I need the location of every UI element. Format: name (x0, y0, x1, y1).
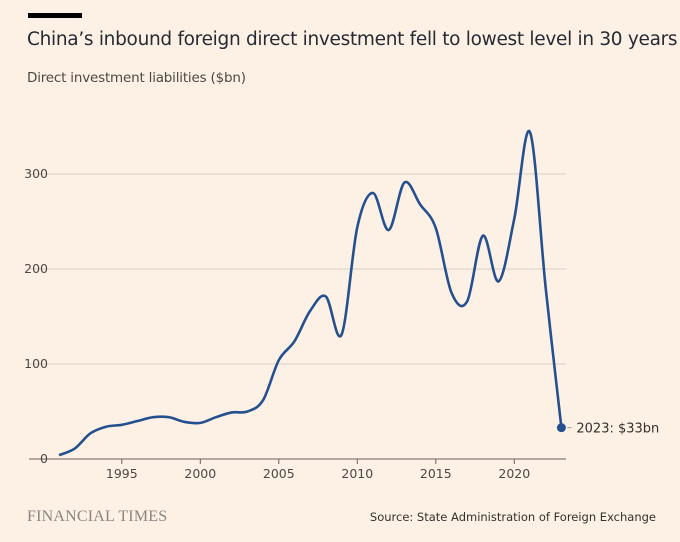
y-tick-label: 300 (24, 166, 48, 181)
x-tick-label: 2000 (184, 466, 216, 481)
x-tick-label: 1995 (106, 466, 138, 481)
chart-title: China’s inbound foreign direct investmen… (27, 29, 678, 50)
y-tick-label: 100 (24, 356, 48, 371)
y-tick-label: 200 (24, 261, 48, 276)
y-axis-label: Direct investment liabilities ($bn) (27, 70, 246, 86)
end-point-label: 2023: $33bn (576, 422, 659, 437)
x-tick-label: 2020 (498, 466, 530, 481)
end-point-marker (556, 423, 566, 433)
y-tick-label: 0 (40, 451, 48, 466)
x-tick-label: 2010 (341, 466, 373, 481)
x-tick-label: 2015 (420, 466, 452, 481)
ft-logo: FINANCIAL TIMES (27, 508, 168, 525)
x-tick-label: 2005 (263, 466, 295, 481)
source-note: Source: State Administration of Foreign … (369, 510, 656, 524)
series-line (58, 129, 563, 457)
ft-title-bar (28, 13, 82, 18)
